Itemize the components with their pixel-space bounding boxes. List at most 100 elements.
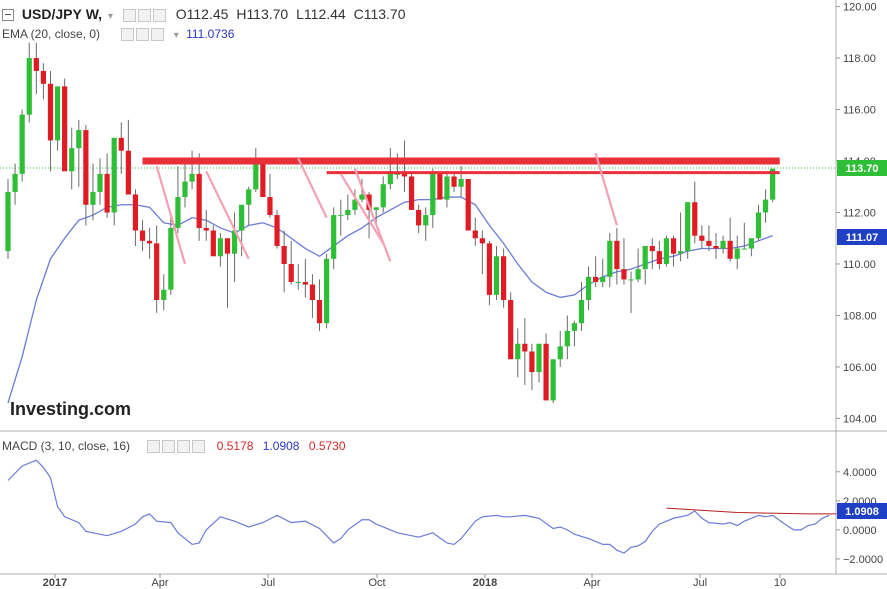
candle-body bbox=[324, 258, 330, 324]
candle bbox=[571, 320, 577, 347]
candle-body bbox=[352, 199, 358, 210]
last-price-text: 113.70 bbox=[845, 163, 878, 175]
close-label: C bbox=[353, 6, 364, 22]
candle-body bbox=[692, 202, 698, 236]
candle-body bbox=[486, 243, 493, 295]
candle bbox=[387, 148, 393, 190]
ohlc-readout: O112.45 H113.70 L112.44 C113.70 bbox=[176, 6, 406, 22]
candle bbox=[720, 235, 726, 254]
candle bbox=[380, 176, 386, 213]
candle-body bbox=[472, 230, 478, 239]
candle-body bbox=[154, 243, 160, 301]
candle bbox=[472, 217, 478, 246]
candle bbox=[111, 137, 117, 226]
candle-body bbox=[600, 276, 606, 282]
candle-body bbox=[557, 346, 563, 360]
candle bbox=[359, 179, 365, 203]
candle-body bbox=[635, 269, 641, 280]
candle bbox=[628, 271, 634, 313]
macd-label: MACD (3, 10, close, 16) bbox=[2, 439, 131, 453]
candle-body bbox=[713, 245, 719, 249]
gear-icon[interactable] bbox=[137, 8, 151, 22]
candle-body bbox=[465, 179, 471, 231]
candle-body bbox=[239, 204, 245, 231]
close-value: 113.70 bbox=[363, 6, 406, 22]
trend-line bbox=[594, 152, 618, 226]
trend-line bbox=[339, 173, 385, 244]
candle-body bbox=[118, 137, 124, 151]
close-icon[interactable] bbox=[151, 28, 165, 42]
more-icon[interactable] bbox=[192, 440, 206, 454]
candle-body bbox=[614, 240, 620, 270]
collapse-icon[interactable] bbox=[2, 9, 14, 22]
candle-body bbox=[161, 289, 167, 301]
candle-body bbox=[649, 245, 655, 252]
candle bbox=[267, 173, 273, 218]
gear-icon[interactable] bbox=[162, 440, 176, 454]
candle bbox=[685, 202, 691, 259]
chevron-down-icon[interactable]: ▾ bbox=[173, 30, 179, 41]
chevron-down-icon[interactable]: ▾ bbox=[107, 11, 113, 22]
candle bbox=[331, 207, 337, 270]
candle-body bbox=[401, 173, 408, 177]
candle bbox=[755, 204, 762, 241]
candle-body bbox=[196, 173, 202, 228]
candle-body bbox=[295, 282, 301, 283]
candle-body bbox=[479, 238, 485, 244]
close-icon[interactable] bbox=[152, 8, 166, 22]
candle bbox=[493, 245, 500, 301]
candle bbox=[26, 42, 32, 123]
ema-line bbox=[7, 196, 773, 404]
candle-body bbox=[748, 238, 754, 249]
candle bbox=[578, 282, 585, 331]
candle-body bbox=[550, 359, 556, 401]
candle-body bbox=[656, 251, 662, 264]
candle-body bbox=[762, 199, 769, 213]
ema-legend: EMA (20, close, 0) ▾ 111.0736 bbox=[2, 27, 234, 42]
candle-body bbox=[437, 173, 443, 200]
watermark-text: Investing.com bbox=[10, 399, 131, 419]
candle-body bbox=[458, 179, 464, 187]
last-price-badge: 113.70 bbox=[837, 160, 887, 176]
candle bbox=[621, 238, 627, 285]
candle bbox=[253, 148, 259, 192]
candle bbox=[678, 212, 684, 262]
candle bbox=[19, 109, 25, 182]
candle-body bbox=[224, 238, 231, 254]
candle bbox=[564, 315, 570, 360]
candle bbox=[522, 318, 528, 385]
candle bbox=[189, 150, 195, 190]
candle-body bbox=[522, 343, 528, 352]
low-label: L bbox=[296, 6, 304, 22]
candle bbox=[260, 158, 266, 198]
candle-body bbox=[628, 279, 634, 281]
candle-body bbox=[274, 215, 280, 246]
candle-body bbox=[685, 202, 691, 252]
candle-body bbox=[345, 209, 351, 216]
candle bbox=[309, 274, 316, 319]
trend-line bbox=[155, 165, 187, 265]
candle-body bbox=[416, 209, 422, 226]
eye-icon[interactable] bbox=[147, 440, 161, 454]
candle-body bbox=[508, 300, 514, 360]
candle-body bbox=[493, 256, 500, 295]
candle bbox=[125, 119, 131, 195]
gear-icon[interactable] bbox=[136, 28, 150, 42]
candle bbox=[274, 209, 280, 249]
eye-icon[interactable] bbox=[122, 8, 136, 22]
eye-icon[interactable] bbox=[121, 28, 135, 42]
candle bbox=[444, 171, 450, 208]
candle bbox=[430, 168, 436, 228]
candle bbox=[196, 153, 202, 241]
close-icon[interactable] bbox=[177, 440, 191, 454]
candle bbox=[47, 70, 54, 172]
trend-line bbox=[205, 170, 250, 260]
candle-body bbox=[281, 245, 287, 264]
investing-watermark: Investing.com bbox=[10, 399, 131, 419]
candle bbox=[132, 189, 139, 246]
candle-body bbox=[33, 58, 39, 71]
candle-body bbox=[741, 248, 747, 250]
macd-value-2: 1.0908 bbox=[262, 439, 300, 453]
time-tick-label: 2017 bbox=[43, 577, 67, 589]
